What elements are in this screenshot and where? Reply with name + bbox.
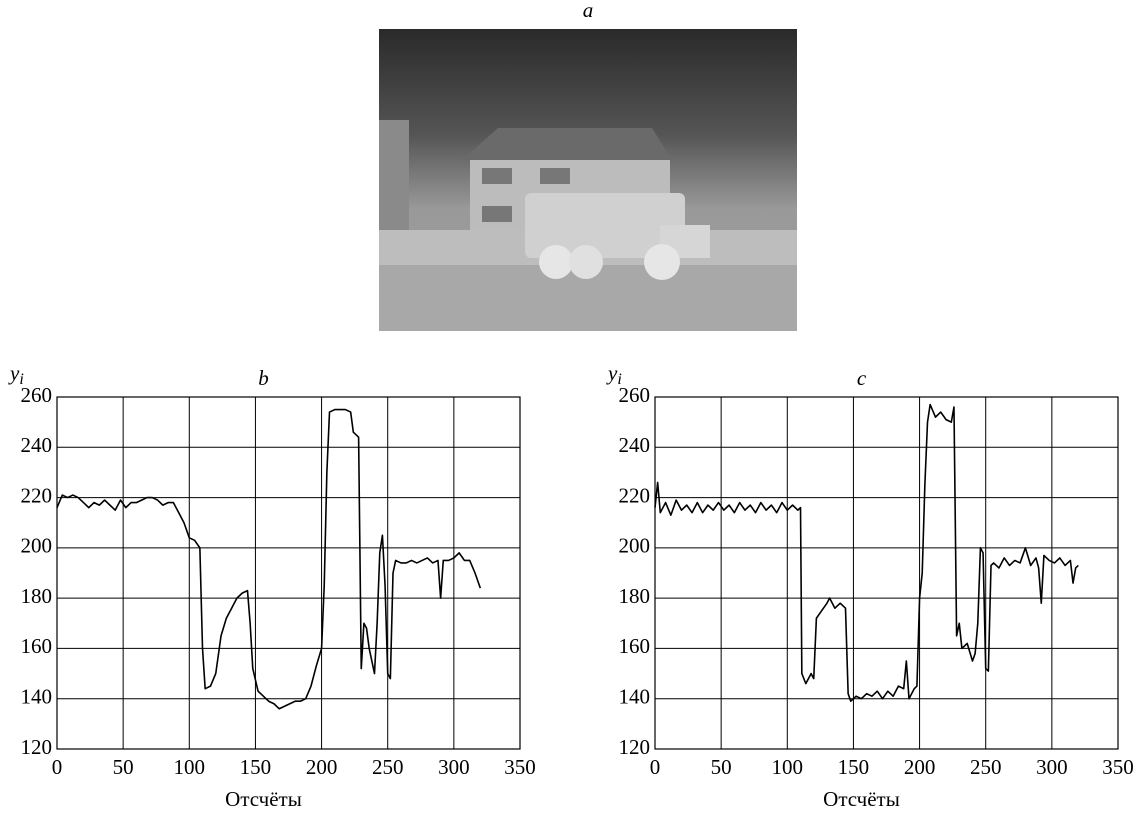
- y-tick-label: 140: [619, 685, 651, 709]
- plot-frame: [56, 396, 521, 750]
- x-tick-label: 350: [1102, 755, 1134, 779]
- plot-frame: [654, 396, 1119, 750]
- y-label-sub: i: [19, 371, 23, 388]
- data-line: [56, 408, 482, 710]
- y-label-base: y: [8, 361, 20, 385]
- y-label-base: y: [606, 361, 618, 385]
- x-tick-label: 300: [438, 755, 470, 779]
- x-tick-label: 0: [52, 755, 63, 779]
- y-tick-label: 240: [619, 433, 651, 457]
- x-tick-label: 150: [838, 755, 870, 779]
- y-label-sub: i: [617, 371, 621, 388]
- y-tick-label: 220: [619, 483, 651, 507]
- x-tick-label: 350: [504, 755, 536, 779]
- x-tick-label: 100: [174, 755, 206, 779]
- y-tick-label: 180: [21, 584, 53, 608]
- x-tick-label: 200: [306, 755, 338, 779]
- thermal-image: [379, 29, 797, 331]
- x-tick-label: 300: [1036, 755, 1068, 779]
- y-tick-label: 120: [619, 735, 651, 759]
- panel-label: a: [583, 0, 594, 22]
- y-axis-label: yi: [8, 361, 24, 388]
- y-tick-label: 180: [619, 584, 651, 608]
- y-tick-label: 240: [21, 433, 53, 457]
- x-tick-label: 150: [240, 755, 272, 779]
- y-tick-label: 160: [21, 634, 53, 658]
- y-tick-label: 200: [619, 534, 651, 558]
- x-axis-label: Отсчёты: [823, 787, 900, 811]
- x-tick-label: 200: [904, 755, 936, 779]
- x-axis-label: Отсчёты: [225, 787, 302, 811]
- y-tick-label: 260: [21, 383, 53, 407]
- y-tick-label: 200: [21, 534, 53, 558]
- y-tick-label: 120: [21, 735, 53, 759]
- data-line: [654, 403, 1079, 703]
- chart-title: c: [857, 366, 867, 390]
- x-tick-label: 100: [772, 755, 804, 779]
- x-tick-label: 250: [372, 755, 404, 779]
- y-axis-label: yi: [606, 361, 622, 388]
- y-tick-label: 260: [619, 383, 651, 407]
- y-tick-label: 140: [21, 685, 53, 709]
- x-tick-label: 50: [113, 755, 134, 779]
- y-tick-label: 160: [619, 634, 651, 658]
- x-tick-label: 0: [650, 755, 661, 779]
- y-tick-label: 220: [21, 483, 53, 507]
- x-tick-label: 50: [711, 755, 732, 779]
- chart-title: b: [258, 366, 269, 390]
- x-tick-label: 250: [970, 755, 1002, 779]
